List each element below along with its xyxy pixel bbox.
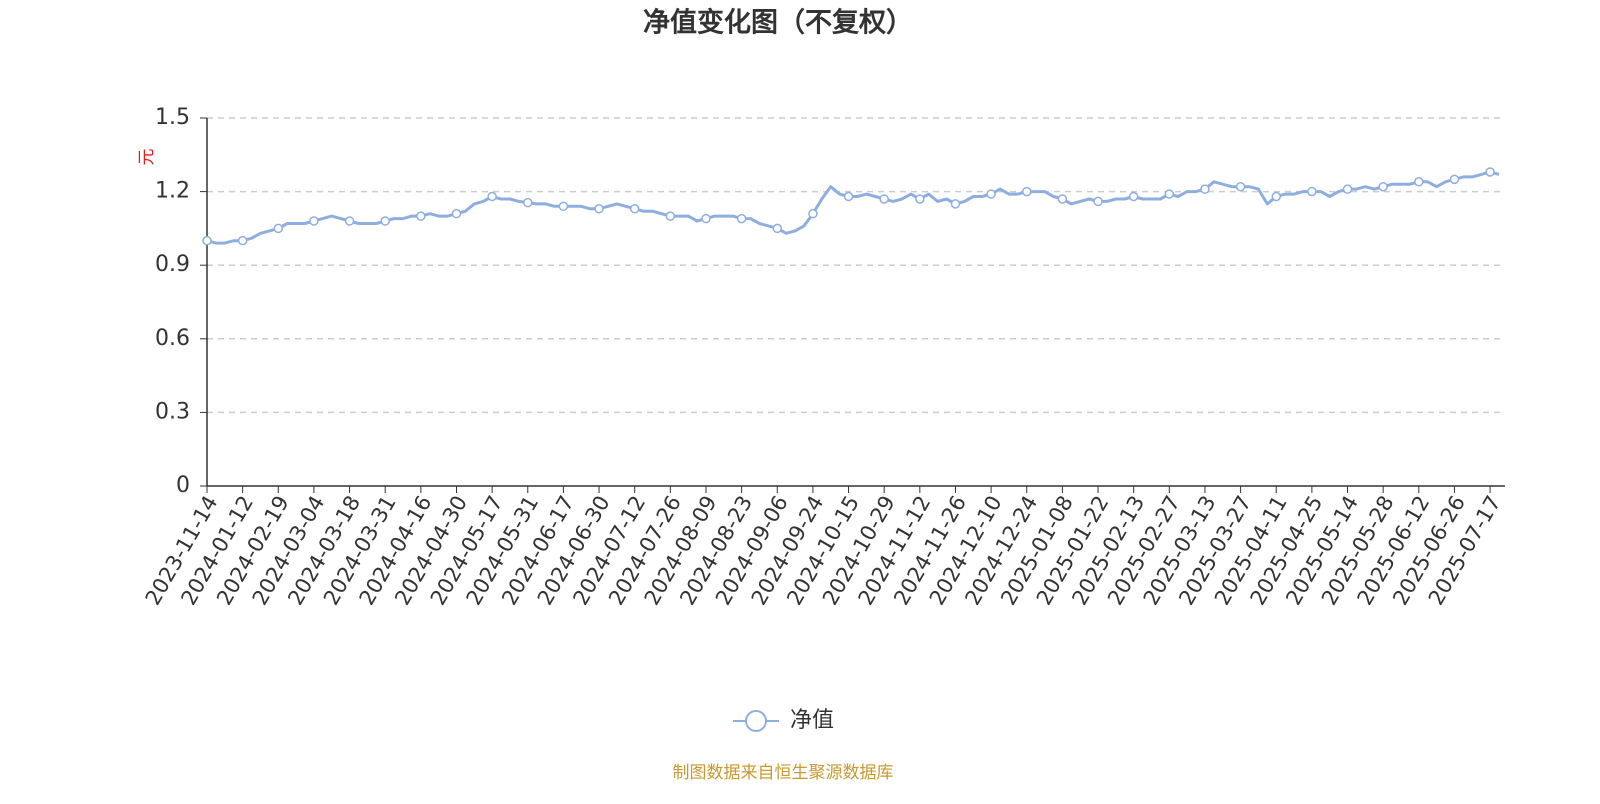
marker <box>1057 194 1068 204</box>
marker <box>1200 184 1210 194</box>
marker <box>1128 191 1139 202</box>
y-tick-label: 0.6 <box>155 326 190 351</box>
marker <box>915 194 925 204</box>
marker <box>1164 189 1175 199</box>
marker <box>1022 186 1032 197</box>
y-tick-label: 0 <box>176 473 190 498</box>
marker <box>1093 196 1103 207</box>
marker <box>558 201 569 212</box>
marker <box>736 213 747 224</box>
legend-label: 净值 <box>790 708 834 733</box>
marker <box>1235 181 1246 192</box>
marker <box>1271 191 1281 202</box>
marker <box>451 208 462 219</box>
marker <box>237 235 248 246</box>
marker <box>344 216 355 226</box>
marker <box>487 191 497 202</box>
marker <box>202 235 212 246</box>
marker <box>843 191 854 202</box>
marker <box>629 204 640 214</box>
marker <box>273 223 284 234</box>
marker <box>808 208 818 219</box>
marker <box>879 194 889 204</box>
marker <box>1342 184 1353 194</box>
y-tick-label: 0.3 <box>155 399 190 424</box>
chart-title: 净值变化图（不复权） <box>643 7 913 39</box>
marker <box>1378 181 1388 192</box>
y-tick-label: 0.9 <box>155 252 190 277</box>
marker <box>523 197 533 208</box>
marker <box>594 204 604 214</box>
y-tick-label: 1.5 <box>155 105 190 130</box>
line <box>206 170 1500 245</box>
marker <box>986 189 996 199</box>
source-note: 制图数据来自恒生聚源数据库 <box>673 763 894 783</box>
y-tick-label: 1.2 <box>155 179 190 204</box>
marker <box>416 211 426 221</box>
marker <box>1414 177 1424 187</box>
marker <box>950 199 961 209</box>
marker <box>309 216 319 226</box>
y-unit: 元 <box>137 149 157 166</box>
marker <box>1307 186 1317 197</box>
marker <box>772 223 783 234</box>
legend-marker <box>745 710 767 732</box>
marker <box>380 216 390 226</box>
marker <box>1449 174 1460 185</box>
marker <box>701 213 711 224</box>
marker <box>665 211 676 221</box>
marker <box>1485 167 1495 177</box>
